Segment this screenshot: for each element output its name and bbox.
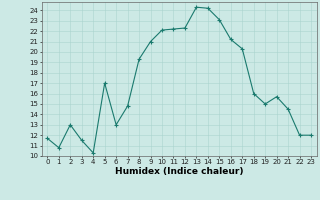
X-axis label: Humidex (Indice chaleur): Humidex (Indice chaleur): [115, 167, 244, 176]
